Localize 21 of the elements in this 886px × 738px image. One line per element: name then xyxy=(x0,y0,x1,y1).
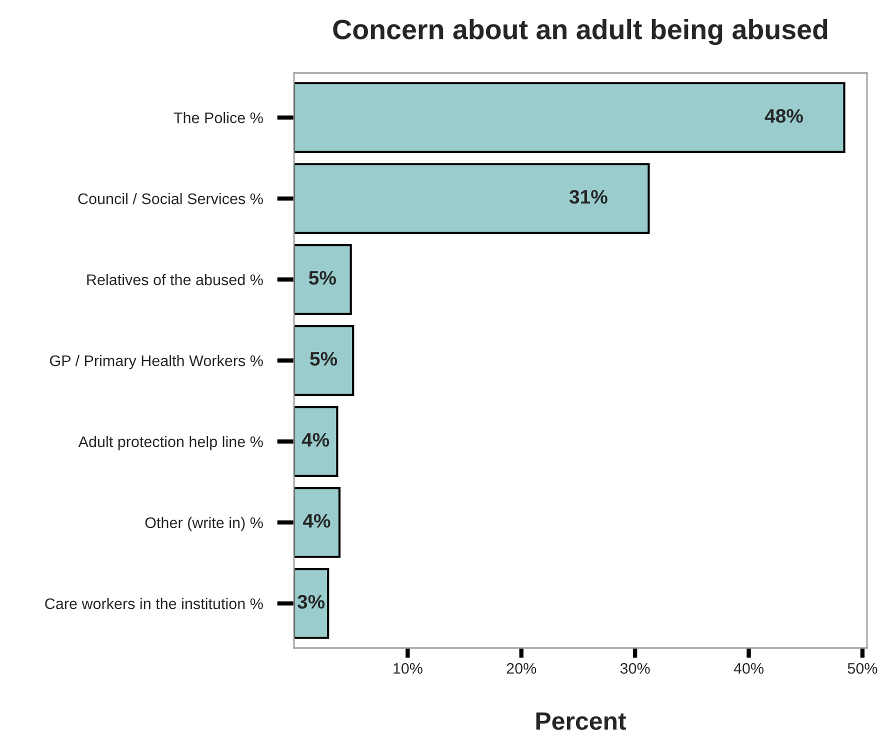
x-axis-title: Percent xyxy=(536,712,626,730)
data-label: 4% xyxy=(302,514,330,528)
chart-title: Concern about an adult being abused xyxy=(333,18,828,46)
y-tick-label: Relatives of the abused % xyxy=(87,274,263,286)
data-label: 3% xyxy=(297,594,325,609)
y-tick-label: Other (write in) % xyxy=(145,516,263,532)
x-tick-label: 20% xyxy=(506,662,536,674)
x-tick-label: 30% xyxy=(620,662,650,674)
data-label: 5% xyxy=(308,271,336,285)
data-label: 4% xyxy=(302,432,330,447)
y-tick-label: Council / Social Services % xyxy=(78,192,263,204)
x-tick-label: 40% xyxy=(734,662,764,674)
data-label: 5% xyxy=(310,352,338,366)
x-tick-label: 50% xyxy=(848,662,878,674)
y-tick-label: GP / Primary Health Workers % xyxy=(50,354,263,370)
y-tick-label: Adult protection help line % xyxy=(78,436,263,450)
y-tick-label: The Police % xyxy=(174,112,263,124)
x-tick-label: 10% xyxy=(394,662,422,674)
y-tick-label: Care workers in the institution % xyxy=(45,598,263,610)
data-label: 31% xyxy=(569,190,608,204)
data-label: 48% xyxy=(764,108,803,123)
